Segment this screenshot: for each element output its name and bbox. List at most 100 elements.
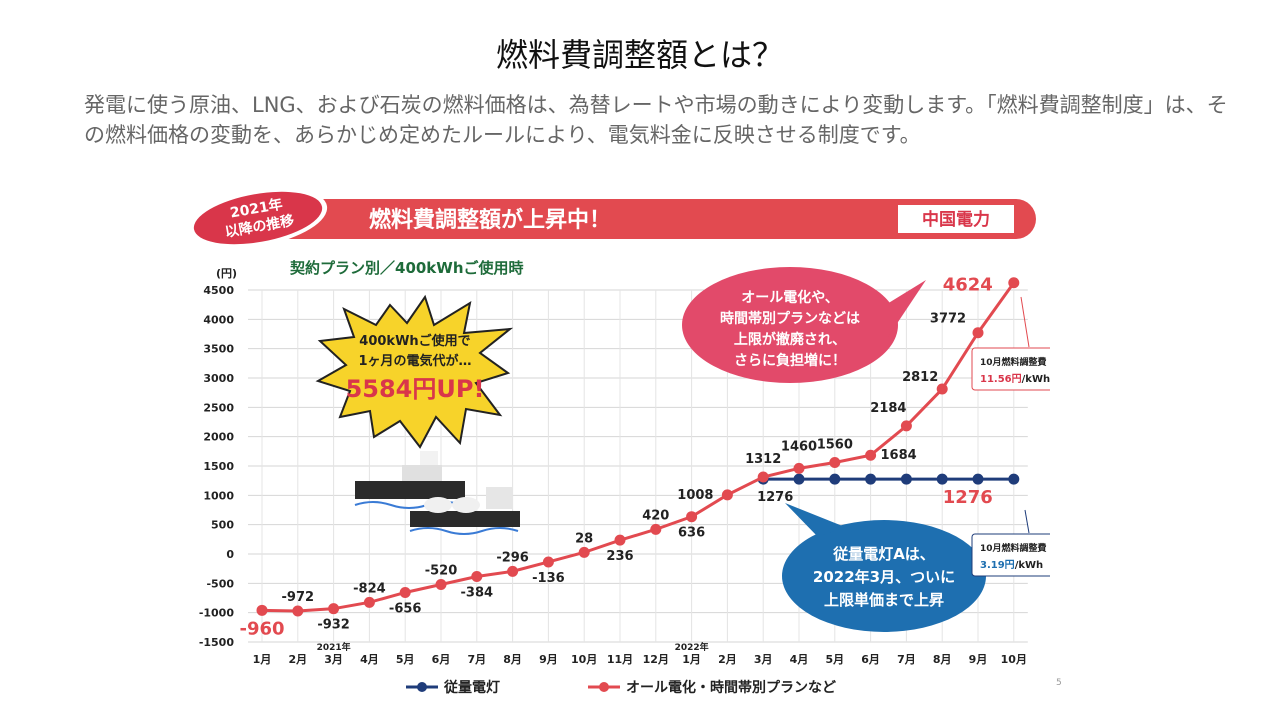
box-red: 10月燃料調整費 11.56円/kWh <box>971 296 1050 391</box>
x-tick-label: 11月 <box>607 653 633 666</box>
series-point-red <box>471 571 483 583</box>
y-axis-unit: (円) <box>216 267 237 280</box>
series-point-red <box>721 489 733 501</box>
data-label-red: 1312 <box>745 452 781 467</box>
data-label-red: 1460 <box>781 439 817 454</box>
x-tick-label: 9月 <box>969 653 988 666</box>
pink-bubble: オール電化や、 時間帯別プランなどは 上限が撤廃され、 さらに負担増に！ <box>682 267 926 383</box>
series-point-blue <box>793 473 805 485</box>
series-point-red <box>829 456 841 468</box>
box-blue-value-row: 3.19円/kWh <box>980 559 1043 571</box>
data-label-red: 636 <box>678 526 705 541</box>
year-badge: 2021年 以降の推移 <box>188 187 328 249</box>
y-tick-label: -1500 <box>199 636 235 649</box>
box-blue-title: 10月燃料調整費 <box>980 542 1047 554</box>
data-label-red: -136 <box>532 571 565 586</box>
x-tick-label: 8月 <box>933 653 952 666</box>
x-tick-label: 10月 <box>1001 653 1027 666</box>
series-point-red <box>435 579 447 591</box>
x-tick-label: 1月 <box>253 653 272 666</box>
data-label-red: 3772 <box>930 312 966 327</box>
x-tick-label: 7月 <box>897 653 916 666</box>
blue-line-3: 上限単価まで上昇 <box>824 591 944 609</box>
year-marker: 2022年 <box>675 641 709 653</box>
y-axis-ticks: 4500 4000 3500 3000 2500 2000 1500 1000 500 0 -500… <box>199 284 235 649</box>
x-tick-label: 6月 <box>861 653 880 666</box>
series-point-red <box>614 534 626 546</box>
x-tick-label: 10月 <box>571 653 597 666</box>
series-point-blue <box>936 473 948 485</box>
series-point-red <box>793 462 805 474</box>
banner: 2021年 以降の推移 燃料費調整額が上昇中！ 中国電力 <box>188 187 1036 249</box>
data-label-red: 28 <box>575 531 593 546</box>
box-blue-value: 3.19円 <box>980 559 1015 571</box>
data-label-red: -824 <box>353 581 386 596</box>
series-point-red <box>865 449 877 461</box>
burst-line-2: 1ヶ月の電気代が… <box>358 353 471 369</box>
data-label-red: -384 <box>461 586 494 601</box>
y-tick-label: 0 <box>226 548 234 561</box>
series-point-red <box>757 471 769 483</box>
slide-title: 燃料費調整額とは？ <box>495 36 784 74</box>
x-tick-label: 5月 <box>396 653 415 666</box>
data-label-red: 1560 <box>817 437 853 452</box>
series-point-blue <box>900 473 912 485</box>
data-label-blue: 1276 <box>757 490 793 505</box>
series-layer <box>256 277 1020 617</box>
box-blue-unit: /kWh <box>1015 560 1043 571</box>
data-label-red: 1008 <box>677 488 713 503</box>
pink-line-3: 上限が撤廃され、 <box>734 331 846 348</box>
series-point-red <box>507 565 519 577</box>
series-point-red <box>328 603 340 615</box>
data-label-red: -296 <box>496 550 529 565</box>
y-tick-label: 1500 <box>203 460 234 473</box>
banner-headline: 燃料費調整額が上昇中！ <box>369 207 611 233</box>
y-tick-label: 500 <box>211 519 234 532</box>
banner-bar <box>210 199 1036 239</box>
x-tick-label: 1月 <box>682 653 701 666</box>
legend-item-blue: 従量電灯 <box>406 679 500 696</box>
box-blue: 10月燃料調整費 3.19円/kWh <box>971 509 1050 577</box>
x-tick-label: 2月 <box>718 653 737 666</box>
box-red-unit: /kWh <box>1022 374 1050 385</box>
series-point-red <box>936 383 948 395</box>
y-tick-label: 3000 <box>203 372 234 385</box>
series-point-red <box>1008 277 1020 289</box>
series-point-red <box>256 604 268 616</box>
burst-line-3: 5584円UP! <box>346 375 485 403</box>
data-label-red: 236 <box>606 549 633 564</box>
y-tick-label: 3500 <box>203 343 234 356</box>
series-point-blue <box>1008 473 1020 485</box>
series-point-red <box>900 420 912 432</box>
data-label-red: 1684 <box>881 448 917 463</box>
year-marker: 2021年 <box>317 641 351 653</box>
company-name: 中国電力 <box>922 209 990 230</box>
data-label-red: 4624 <box>943 275 993 296</box>
page-number: 5 <box>1056 678 1062 688</box>
series-point-red <box>972 327 984 339</box>
data-label-blue: 1276 <box>943 487 993 508</box>
burst-callout: 400kWhご使用で 1ヶ月の電気代が… 5584円UP! <box>315 294 514 449</box>
data-label-red: -960 <box>239 618 284 639</box>
data-label-red: 420 <box>642 508 669 523</box>
pink-line-1: オール電化や、 <box>741 289 839 306</box>
blue-line-2: 2022年3月、ついに <box>813 568 955 586</box>
burst-line-1: 400kWhご使用で <box>359 333 470 349</box>
x-tick-label: 6月 <box>432 653 451 666</box>
series-point-red <box>542 556 554 568</box>
series-point-blue <box>972 473 984 485</box>
data-label-red: 2812 <box>902 370 938 385</box>
data-labels: -960 -972-932 -824-656 -520-384 -296-136 28 23… <box>239 275 992 640</box>
y-tick-label: -1000 <box>199 607 235 620</box>
box-red-title: 10月燃料調整費 <box>980 356 1047 368</box>
series-point-blue <box>865 473 877 485</box>
data-label-red: 2184 <box>870 401 906 416</box>
legend-item-red: オール電化・時間帯別プランなど <box>588 679 836 696</box>
x-tick-label: 5月 <box>825 653 844 666</box>
y-tick-label: 1000 <box>203 489 234 502</box>
data-label-red: -932 <box>317 618 350 633</box>
series-point-red <box>578 546 590 558</box>
series-point-red <box>363 596 375 608</box>
y-tick-label: 4500 <box>203 284 234 297</box>
x-tick-label: 4月 <box>790 653 809 666</box>
